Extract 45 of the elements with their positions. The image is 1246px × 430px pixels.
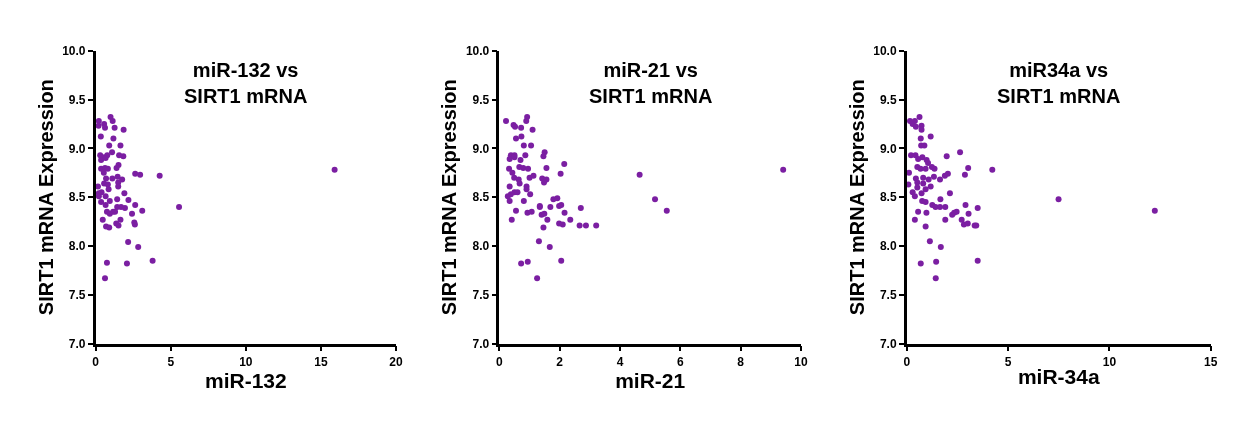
y-tick-label: 9.0 bbox=[68, 141, 86, 156]
x-axis-title: miR-21 bbox=[615, 368, 686, 392]
text: miR-132 vs SIRT1 mRNA bbox=[184, 59, 308, 107]
text: miR34a vs SIRT1 mRNA bbox=[997, 59, 1121, 107]
y-tick-label: 10.0 bbox=[465, 43, 490, 58]
y-tick-label: 8.5 bbox=[472, 190, 490, 205]
x-tick-label: 15 bbox=[314, 354, 328, 369]
y-tick-label: 7.0 bbox=[879, 336, 897, 351]
y-tick-label: 9.0 bbox=[879, 141, 897, 156]
y-tick-label: 9.5 bbox=[68, 92, 86, 107]
y-tick-label: 7.0 bbox=[472, 336, 490, 351]
x-tick-label: 0 bbox=[496, 354, 504, 369]
y-tick-label: 9.5 bbox=[472, 92, 490, 107]
x-tick-label: 0 bbox=[92, 354, 100, 369]
y-tick-label: 8.0 bbox=[68, 239, 86, 254]
y-tick-label: 7.0 bbox=[68, 336, 86, 351]
x-axis-title: miR-34a bbox=[1017, 365, 1100, 389]
x-tick-label: 10 bbox=[1102, 354, 1117, 369]
x-tick-label: 4 bbox=[616, 354, 624, 369]
x-tick-label: 0 bbox=[903, 354, 911, 369]
x-tick-label: 5 bbox=[1004, 354, 1012, 369]
y-tick-label: 7.5 bbox=[472, 288, 490, 303]
x-tick-label: 10 bbox=[239, 354, 253, 369]
y-tick-label: 10.0 bbox=[873, 43, 897, 58]
y-tick-label: 10.0 bbox=[62, 43, 86, 58]
x-tick-label: 5 bbox=[167, 354, 175, 369]
x-tick-label: 8 bbox=[737, 354, 745, 369]
y-tick-label: 9.5 bbox=[879, 92, 897, 107]
y-tick-label: 9.0 bbox=[472, 141, 490, 156]
x-axis-title: miR-132 bbox=[205, 368, 287, 392]
y-axis-title: SIRT1 mRNA Expression bbox=[34, 79, 57, 316]
text: miR-21 vs SIRT1 mRNA bbox=[589, 59, 713, 107]
y-axis-title: SIRT1 mRNA Expression bbox=[438, 79, 461, 316]
y-tick-label: 8.0 bbox=[879, 239, 897, 254]
x-tick-label: 20 bbox=[389, 354, 404, 369]
x-tick-label: 10 bbox=[794, 354, 808, 369]
y-axis-title: SIRT1 mRNA Expression bbox=[845, 79, 868, 316]
x-tick-label: 2 bbox=[556, 354, 564, 369]
y-tick-label: 8.0 bbox=[472, 239, 490, 254]
x-tick-label: 6 bbox=[677, 354, 684, 369]
y-tick-label: 7.5 bbox=[68, 288, 86, 303]
y-tick-label: 7.5 bbox=[879, 288, 897, 303]
y-tick-label: 8.5 bbox=[68, 190, 86, 205]
x-tick-label: 15 bbox=[1204, 354, 1218, 369]
y-tick-label: 8.5 bbox=[879, 190, 897, 205]
